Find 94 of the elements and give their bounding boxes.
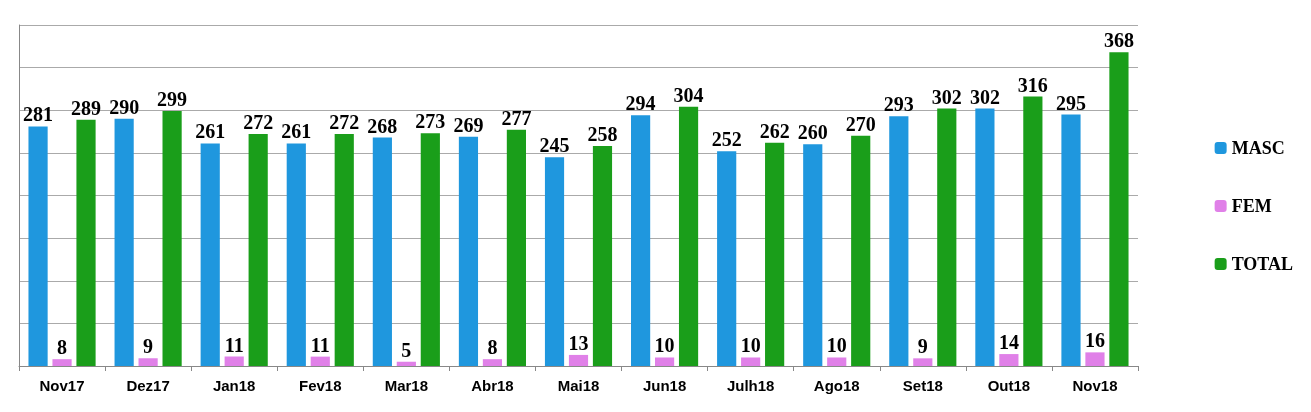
bar [999, 354, 1019, 366]
x-tick-label: Nov18 [1072, 377, 1118, 394]
bar [1085, 352, 1105, 366]
bar [937, 108, 957, 366]
data-label: 281 [23, 103, 54, 126]
bar [827, 357, 847, 366]
bar [200, 143, 220, 366]
data-label: 302 [969, 85, 1000, 108]
bar [52, 359, 72, 366]
bar [162, 111, 182, 366]
data-label: 260 [797, 121, 828, 144]
bar [310, 356, 330, 366]
bar [506, 129, 526, 366]
data-label: 293 [883, 93, 914, 116]
x-tick-label: Abr18 [471, 377, 514, 394]
legend-label: MASC [1231, 138, 1285, 158]
x-tick-label: Julh18 [726, 377, 775, 394]
data-label: 16 [1084, 329, 1105, 352]
data-label: 11 [224, 333, 244, 356]
data-label: 261 [195, 120, 226, 143]
x-tick-label: Jun18 [642, 377, 687, 394]
bar [420, 133, 440, 366]
data-label: 10 [740, 334, 761, 357]
data-label: 252 [711, 128, 742, 151]
bar [851, 135, 871, 366]
bar [741, 357, 761, 366]
bar [396, 361, 416, 366]
bar [138, 358, 158, 366]
data-label: 8 [57, 336, 68, 359]
bar [482, 359, 503, 366]
bar [286, 143, 306, 366]
data-label: 295 [1055, 91, 1086, 114]
bar [889, 116, 909, 366]
bar [654, 357, 675, 366]
data-label: 269 [453, 113, 484, 136]
data-label: 368 [1103, 29, 1134, 52]
data-label: 289 [71, 96, 102, 119]
x-tick-label: Jan18 [212, 377, 256, 394]
data-label: 261 [281, 120, 312, 143]
data-label: 273 [415, 110, 446, 133]
data-label: 270 [845, 112, 876, 135]
data-label: 9 [143, 335, 154, 358]
data-label: 14 [998, 331, 1019, 354]
bar [678, 106, 699, 366]
bar [372, 137, 392, 366]
data-label: 10 [654, 334, 675, 357]
x-tick-label: Set18 [902, 377, 943, 394]
legend-label: FEM [1231, 196, 1272, 216]
bar [765, 142, 785, 366]
bar [913, 358, 933, 366]
data-label: 272 [243, 111, 274, 134]
data-label: 13 [568, 331, 589, 354]
bar [717, 151, 737, 366]
bar [975, 108, 995, 366]
x-tick-label: Dez17 [126, 377, 170, 394]
data-label: 10 [826, 334, 847, 357]
data-label: 5 [401, 338, 412, 361]
data-label: 299 [157, 88, 188, 111]
x-tick-label: Out18 [987, 377, 1031, 394]
data-label: 294 [625, 92, 656, 115]
bar [1023, 96, 1043, 366]
bar [114, 118, 134, 366]
bar [76, 119, 96, 366]
bar [458, 136, 479, 366]
bar [28, 126, 48, 366]
x-tick-label: Ago18 [813, 377, 860, 394]
data-label: 290 [109, 95, 140, 118]
data-label: 302 [931, 85, 962, 108]
x-tick-label: Mar18 [384, 377, 429, 394]
x-tick-label: Nov17 [39, 377, 85, 394]
bar [1109, 52, 1129, 366]
data-label: 258 [587, 123, 618, 146]
bar [544, 157, 565, 366]
bar [334, 134, 354, 366]
data-label: 304 [673, 83, 704, 106]
x-tick-label: Mai18 [557, 377, 600, 394]
data-label: 8 [487, 336, 498, 359]
bar [803, 144, 823, 366]
data-label: 245 [539, 134, 570, 157]
data-label: 272 [329, 111, 360, 134]
bar [568, 354, 589, 366]
data-label: 9 [917, 335, 928, 358]
bar [248, 134, 268, 366]
legend-label: TOTAL [1231, 254, 1293, 274]
x-tick-label: Fev18 [299, 377, 342, 394]
bar [592, 146, 613, 366]
data-label: 277 [501, 106, 532, 129]
bar [224, 356, 244, 366]
bar [631, 115, 651, 366]
data-label: 11 [310, 333, 330, 356]
bar [1061, 114, 1081, 366]
data-label: 262 [759, 119, 790, 142]
data-label: 316 [1017, 73, 1048, 96]
data-label: 268 [367, 114, 398, 137]
